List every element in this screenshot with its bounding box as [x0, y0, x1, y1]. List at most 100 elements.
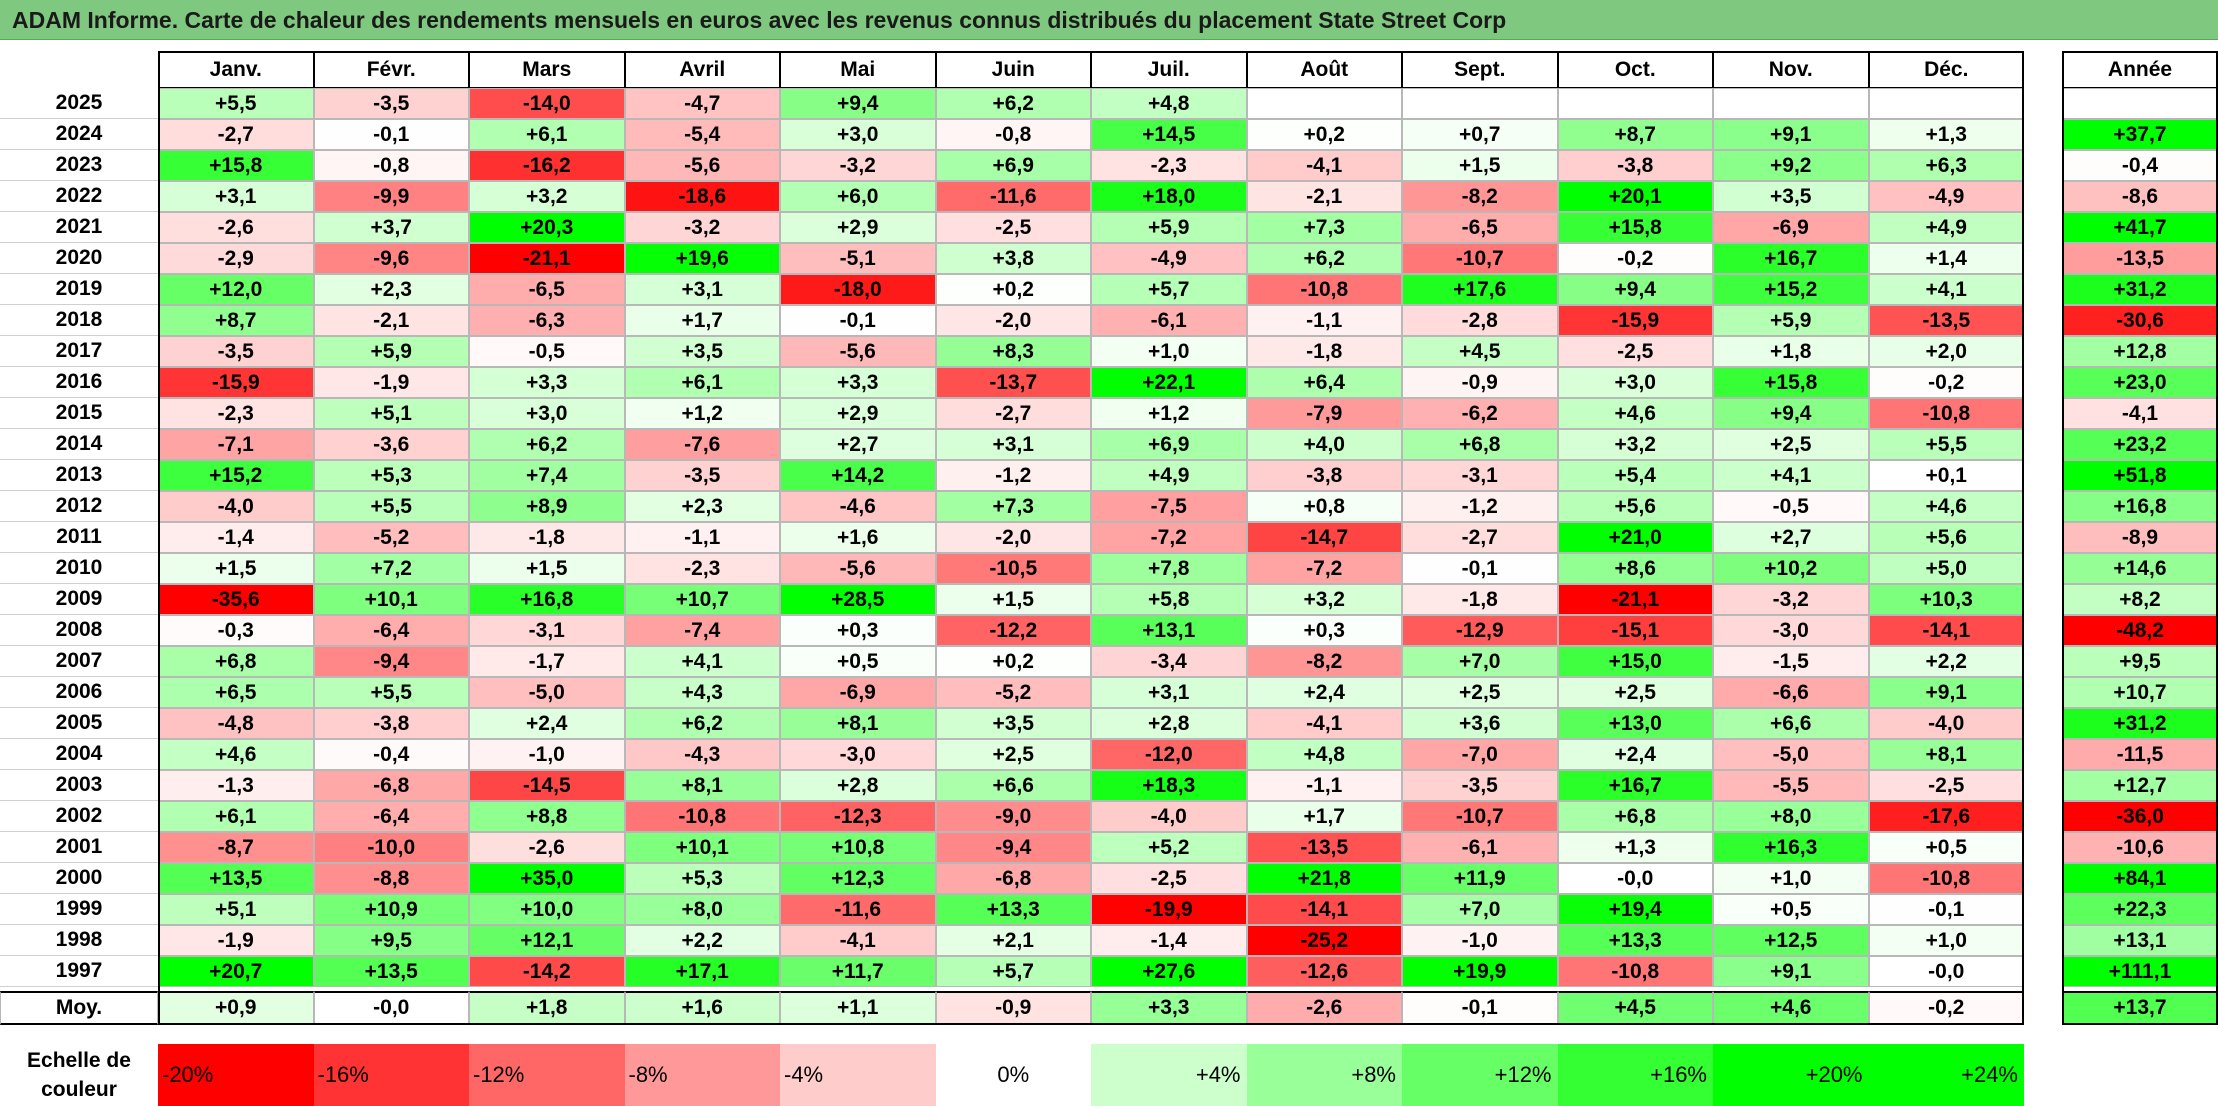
month-header: Juin — [935, 51, 1091, 88]
heatmap-cell: +10,1 — [624, 832, 780, 863]
heatmap-cell: +2,1 — [935, 925, 1091, 956]
heatmap-cell: +21,0 — [1557, 522, 1713, 553]
heatmap-cell: +3,1 — [935, 429, 1091, 460]
year-label: 2013 — [0, 460, 158, 491]
heatmap-cell: +6,8 — [1402, 429, 1558, 460]
annual-cell: -0,4 — [2062, 150, 2218, 181]
year-label: 2001 — [0, 832, 158, 863]
heatmap-cell: +4,8 — [1091, 88, 1247, 119]
average-cell: -0,2 — [1868, 991, 2024, 1025]
month-header: Mai — [780, 51, 936, 88]
annual-cell: +16,8 — [2062, 491, 2218, 522]
year-label: 2012 — [0, 491, 158, 522]
heatmap-cell: -0,1 — [313, 119, 469, 150]
heatmap-cell: -13,5 — [1868, 305, 2024, 336]
heatmap-cell: +2,9 — [780, 398, 936, 429]
heatmap-cell: -2,3 — [158, 398, 314, 429]
heatmap-cell: -6,6 — [1713, 677, 1869, 708]
annual-cell: -36,0 — [2062, 801, 2218, 832]
heatmap-cell: +6,1 — [624, 367, 780, 398]
heatmap-cell: +35,0 — [469, 863, 625, 894]
heatmap-cell: -1,4 — [1091, 925, 1247, 956]
heatmap-cell: +16,3 — [1713, 832, 1869, 863]
heatmap-cell: -0,5 — [469, 336, 625, 367]
year-label: 2023 — [0, 150, 158, 181]
heatmap-cell: -10,8 — [624, 801, 780, 832]
heatmap-cell: -6,1 — [1091, 305, 1247, 336]
heatmap-cell: +3,6 — [1402, 708, 1558, 739]
heatmap-cell: -0,1 — [1868, 894, 2024, 925]
heatmap-cell: +18,3 — [1091, 770, 1247, 801]
heatmap-cell: +20,3 — [469, 212, 625, 243]
heatmap-cell: +10,9 — [313, 894, 469, 925]
heatmap-cell: +3,5 — [1713, 181, 1869, 212]
heatmap-cell: -2,1 — [1246, 181, 1402, 212]
year-label: 2008 — [0, 615, 158, 646]
heatmap-cell: +10,1 — [313, 584, 469, 615]
heatmap-cell: +2,5 — [1713, 429, 1869, 460]
heatmap-cell: -2,8 — [1402, 305, 1558, 336]
heatmap-cell: -3,8 — [1557, 150, 1713, 181]
heatmap-cell: +11,7 — [780, 956, 936, 987]
year-label: 2014 — [0, 429, 158, 460]
heatmap-cell: -3,5 — [1402, 770, 1558, 801]
heatmap-cell: +1,0 — [1091, 336, 1247, 367]
heatmap-cell: -1,9 — [158, 925, 314, 956]
annual-header: Année — [2062, 51, 2218, 88]
heatmap-cell: -18,0 — [780, 274, 936, 305]
heatmap-cell: +21,8 — [1246, 863, 1402, 894]
heatmap-cell: +12,1 — [469, 925, 625, 956]
heatmap-cell: +0,7 — [1402, 119, 1558, 150]
heatmap-cell: +5,1 — [313, 398, 469, 429]
heatmap-cell: +13,5 — [313, 956, 469, 987]
heatmap-cell: -21,1 — [469, 243, 625, 274]
heatmap-cell: -1,4 — [158, 522, 314, 553]
heatmap-cell: +6,0 — [780, 181, 936, 212]
heatmap-cell: -5,1 — [780, 243, 936, 274]
annual-cell: +9,5 — [2062, 646, 2218, 677]
heatmap-cell: -3,0 — [780, 739, 936, 770]
heatmap-cell: +2,4 — [1246, 677, 1402, 708]
heatmap-cell: -13,5 — [1246, 832, 1402, 863]
heatmap-cell: +10,2 — [1713, 553, 1869, 584]
heatmap-cell: +3,8 — [935, 243, 1091, 274]
heatmap-cell: -4,0 — [158, 491, 314, 522]
heatmap-cell: +9,4 — [1557, 274, 1713, 305]
heatmap-cell: +1,5 — [935, 584, 1091, 615]
heatmap-cell: +6,6 — [1713, 708, 1869, 739]
heatmap-cell: +2,5 — [935, 739, 1091, 770]
year-label: 2016 — [0, 367, 158, 398]
heatmap-cell: +5,4 — [1557, 460, 1713, 491]
heatmap-cell: +13,0 — [1557, 708, 1713, 739]
heatmap-cell: -1,3 — [158, 770, 314, 801]
heatmap-cell: +4,3 — [624, 677, 780, 708]
color-scale-swatch: +24% — [1868, 1044, 2024, 1106]
heatmap-cell: -3,6 — [313, 429, 469, 460]
color-scale-swatch: +20% — [1713, 1044, 1869, 1106]
heatmap-cell: +9,4 — [780, 88, 936, 119]
color-scale-swatch: +8% — [1246, 1044, 1402, 1106]
heatmap-cell: -14,2 — [469, 956, 625, 987]
heatmap-cell: +8,6 — [1557, 553, 1713, 584]
heatmap-cell: -3,2 — [624, 212, 780, 243]
heatmap-cell: +28,5 — [780, 584, 936, 615]
heatmap-cell: +4,6 — [1868, 491, 2024, 522]
heatmap-cell: +12,0 — [158, 274, 314, 305]
heatmap-cell: +10,7 — [624, 584, 780, 615]
heatmap-cell: +2,4 — [1557, 739, 1713, 770]
heatmap-cell: +2,9 — [780, 212, 936, 243]
year-label: 2000 — [0, 863, 158, 894]
heatmap-cell: +10,8 — [780, 832, 936, 863]
heatmap-cell: -1,0 — [469, 739, 625, 770]
heatmap-cell: -10,8 — [1868, 398, 2024, 429]
heatmap-cell: -3,5 — [313, 88, 469, 119]
color-scale-swatch: -4% — [780, 1044, 936, 1106]
heatmap-cell: +0,5 — [1713, 894, 1869, 925]
heatmap-cell: -2,6 — [158, 212, 314, 243]
heatmap-cell: -0,4 — [313, 739, 469, 770]
color-scale-swatch: +4% — [1091, 1044, 1247, 1106]
heatmap-cell: -12,2 — [935, 615, 1091, 646]
heatmap-cell: -4,1 — [1246, 150, 1402, 181]
heatmap-cell: +5,9 — [1091, 212, 1247, 243]
heatmap-cell: +2,3 — [313, 274, 469, 305]
